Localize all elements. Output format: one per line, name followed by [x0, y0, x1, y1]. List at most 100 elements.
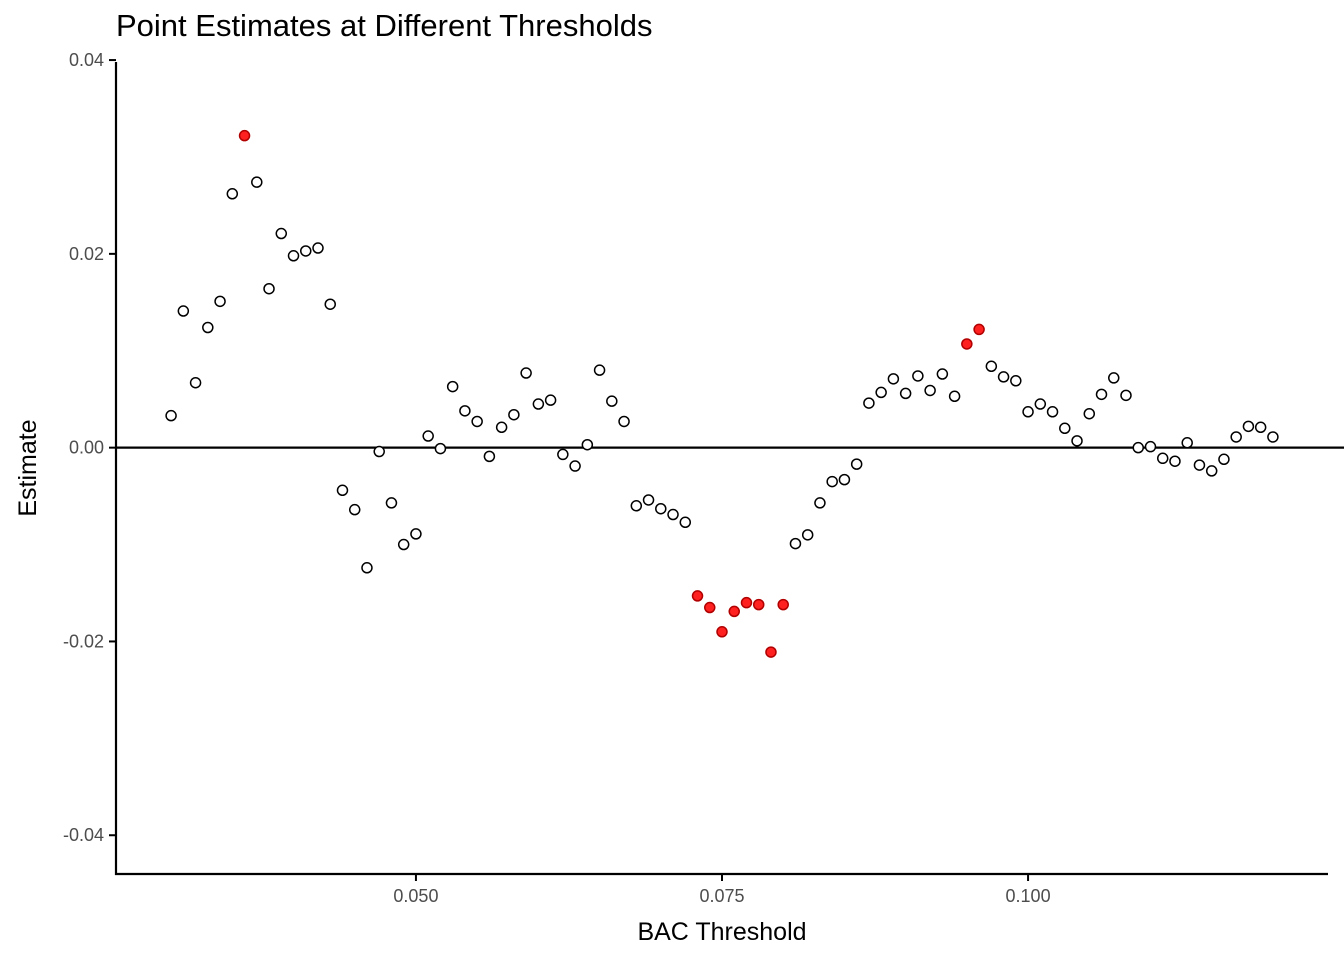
data-point: [422, 430, 434, 442]
data-point: [1156, 452, 1169, 465]
data-point: [1095, 388, 1108, 401]
data-point: [483, 450, 496, 463]
data-point: [924, 384, 936, 397]
data-point: [1022, 406, 1034, 418]
data-point: [1169, 455, 1181, 467]
y-tick-label: 0.00: [69, 438, 104, 458]
data-point: [606, 395, 618, 407]
data-point: [1242, 420, 1255, 433]
data-point: [214, 295, 226, 308]
data-point: [1205, 465, 1218, 477]
highlighted-point: [777, 598, 789, 611]
data-point: [495, 421, 508, 434]
highlighted-point: [973, 323, 985, 336]
highlighted-point: [961, 338, 973, 350]
data-point: [642, 494, 655, 506]
data-point: [557, 448, 569, 461]
data-point: [667, 508, 679, 521]
highlighted-point: [765, 646, 777, 658]
data-point: [997, 371, 1010, 383]
x-tick-label: 0.050: [393, 886, 438, 906]
data-point: [679, 516, 692, 529]
data-point: [899, 387, 912, 400]
data-point: [434, 442, 447, 455]
data-point: [251, 176, 263, 188]
data-point: [410, 528, 422, 540]
data-point: [1230, 431, 1242, 443]
data-point: [263, 282, 275, 295]
data-point: [1046, 406, 1059, 418]
data-point: [544, 394, 557, 406]
data-point: [814, 497, 826, 509]
data-point: [1132, 441, 1144, 454]
data-point: [532, 398, 545, 410]
data-point: [275, 227, 288, 240]
highlighted-point: [740, 596, 753, 609]
data-point: [459, 405, 471, 417]
data-points-layer: [165, 129, 1279, 658]
data-point: [569, 460, 581, 472]
data-point: [618, 415, 630, 428]
data-point: [520, 367, 532, 379]
y-tick-label: -0.04: [63, 825, 104, 845]
data-point: [361, 562, 373, 574]
data-point: [1218, 453, 1230, 466]
data-point: [1108, 372, 1120, 384]
data-point: [838, 473, 851, 486]
data-point: [300, 245, 312, 257]
data-point: [581, 438, 594, 451]
axes-layer: 0.04 0.02 0.00 -0.02 -0.04 0.050 0.075 0.100: [63, 50, 1328, 906]
y-tick-label: 0.02: [69, 244, 104, 264]
data-point: [801, 529, 814, 541]
highlighted-point: [238, 129, 251, 142]
highlighted-point: [752, 598, 765, 611]
data-point: [1083, 407, 1096, 420]
data-point: [863, 397, 875, 409]
data-point: [397, 538, 410, 551]
data-point: [348, 503, 361, 516]
data-point: [508, 408, 520, 421]
data-point: [789, 537, 802, 550]
highlighted-point: [728, 605, 740, 618]
highlighted-point: [691, 590, 704, 602]
data-point: [1059, 422, 1071, 435]
data-point: [1120, 389, 1132, 402]
data-point: [385, 497, 398, 509]
x-axis-title: BAC Threshold: [637, 918, 806, 946]
data-point: [1034, 398, 1047, 410]
data-point: [226, 188, 239, 200]
data-point: [850, 458, 863, 470]
data-point: [336, 484, 349, 497]
data-point: [471, 415, 483, 428]
x-tick-label: 0.075: [699, 886, 744, 906]
data-point: [312, 242, 324, 254]
data-point: [165, 409, 177, 422]
data-point: [655, 502, 667, 515]
data-point: [202, 321, 214, 334]
data-point: [1181, 437, 1193, 449]
data-point: [324, 298, 336, 310]
data-point: [985, 360, 998, 373]
data-point: [446, 380, 459, 393]
data-point: [875, 386, 887, 399]
y-tick-label: -0.02: [63, 631, 104, 651]
data-point: [177, 305, 190, 317]
data-point: [912, 370, 924, 382]
data-point: [1071, 435, 1083, 447]
y-axis-title: Estimate: [14, 419, 42, 516]
data-point: [1267, 431, 1279, 443]
data-point: [1010, 375, 1022, 387]
y-tick-label: 0.04: [69, 50, 104, 70]
highlighted-point: [704, 601, 716, 614]
chart-title: Point Estimates at Different Thresholds: [116, 8, 653, 43]
data-point: [630, 500, 643, 512]
x-tick-label: 0.100: [1006, 886, 1051, 906]
data-point: [1144, 440, 1157, 453]
data-point: [373, 445, 385, 458]
highlighted-point: [716, 626, 728, 638]
data-point: [189, 376, 202, 389]
data-point: [287, 250, 300, 262]
data-point: [593, 364, 606, 376]
data-point: [948, 390, 961, 403]
